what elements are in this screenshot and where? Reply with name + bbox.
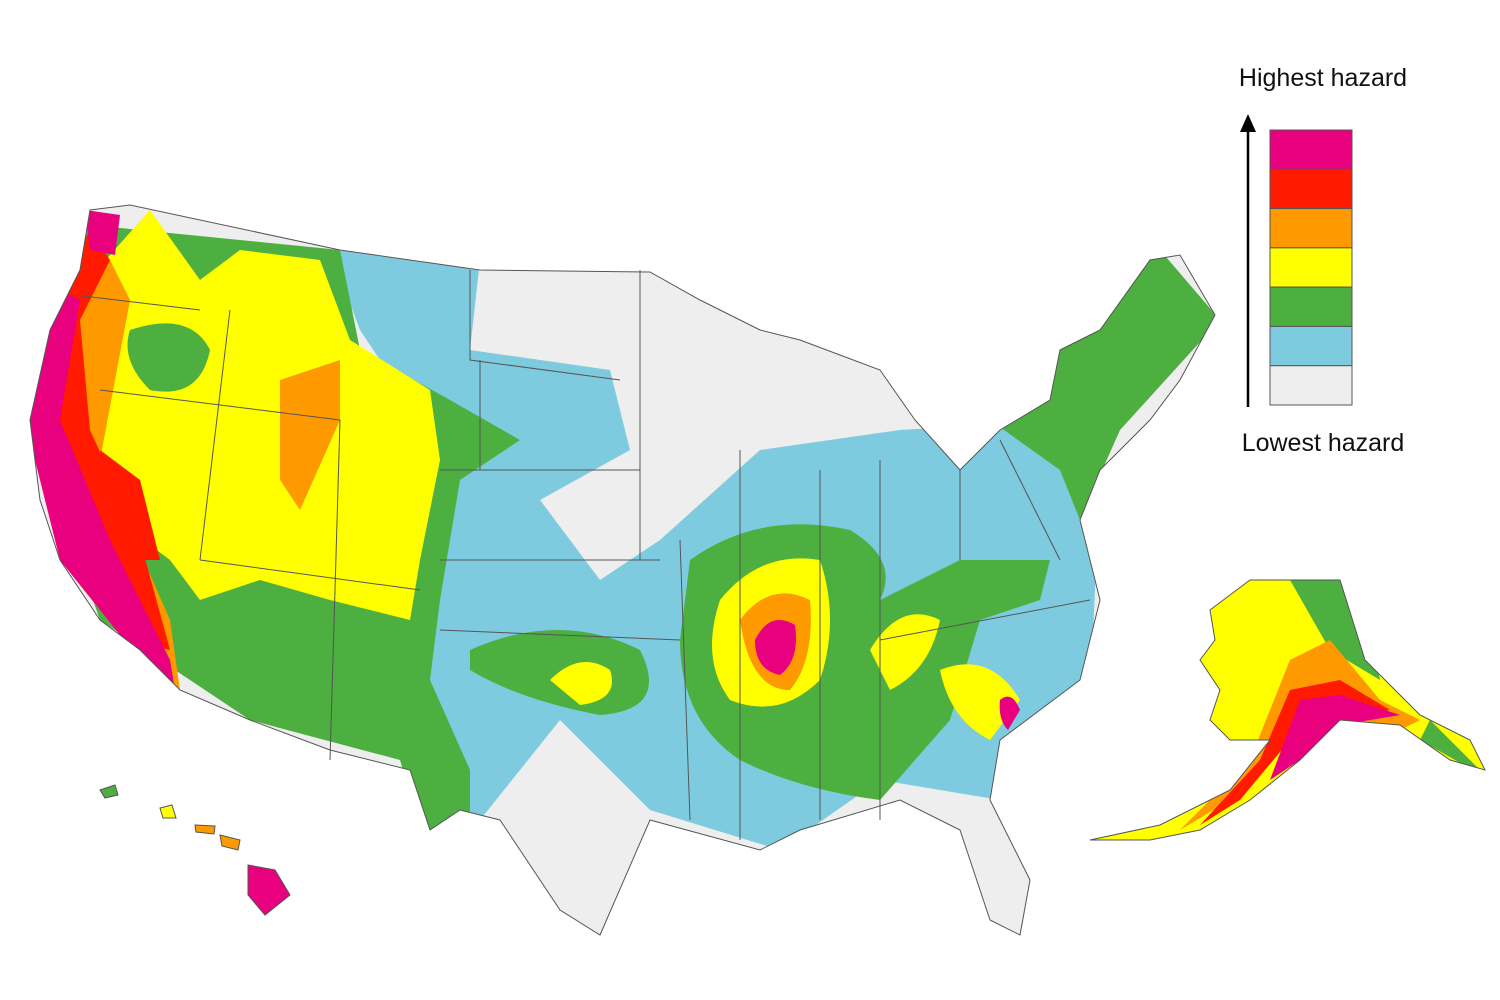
contiguous-us xyxy=(30,205,1215,935)
hawaii xyxy=(99,784,291,916)
green-zone xyxy=(127,323,210,392)
yellow-zone xyxy=(870,614,940,690)
island xyxy=(99,784,119,799)
green-zone xyxy=(990,250,1215,520)
magenta-zone xyxy=(755,620,796,675)
orange-zone xyxy=(280,360,340,510)
magenta-zone xyxy=(85,210,120,255)
green-zone xyxy=(1290,580,1485,780)
island xyxy=(194,824,216,835)
state-borders xyxy=(74,270,1091,840)
island xyxy=(159,804,177,819)
island xyxy=(219,834,241,851)
magenta-zone xyxy=(999,696,1020,730)
legend-swatch xyxy=(1269,325,1353,367)
legend-swatch xyxy=(1269,168,1353,210)
magenta-zone xyxy=(30,290,175,690)
yellow-zone xyxy=(70,210,440,620)
legend-swatch xyxy=(1269,247,1353,288)
legend-swatch xyxy=(1269,365,1353,406)
legend-swatch xyxy=(1269,208,1353,249)
legend-swatch xyxy=(1269,286,1353,327)
yellow-zone xyxy=(550,662,612,705)
alaska xyxy=(1090,580,1485,840)
legend-swatch xyxy=(1269,129,1353,170)
legend-arrowhead xyxy=(1240,114,1256,132)
legend: Highest hazard Lowest hazard xyxy=(1239,64,1407,457)
legend-bottom-label: Lowest hazard xyxy=(1242,429,1405,457)
legend-top-label: Highest hazard xyxy=(1239,64,1407,92)
magenta-zone xyxy=(1270,695,1400,780)
island xyxy=(247,864,291,916)
yellow-zone xyxy=(940,664,1020,740)
legend-swatches xyxy=(1269,129,1353,406)
red-zone xyxy=(100,450,160,560)
